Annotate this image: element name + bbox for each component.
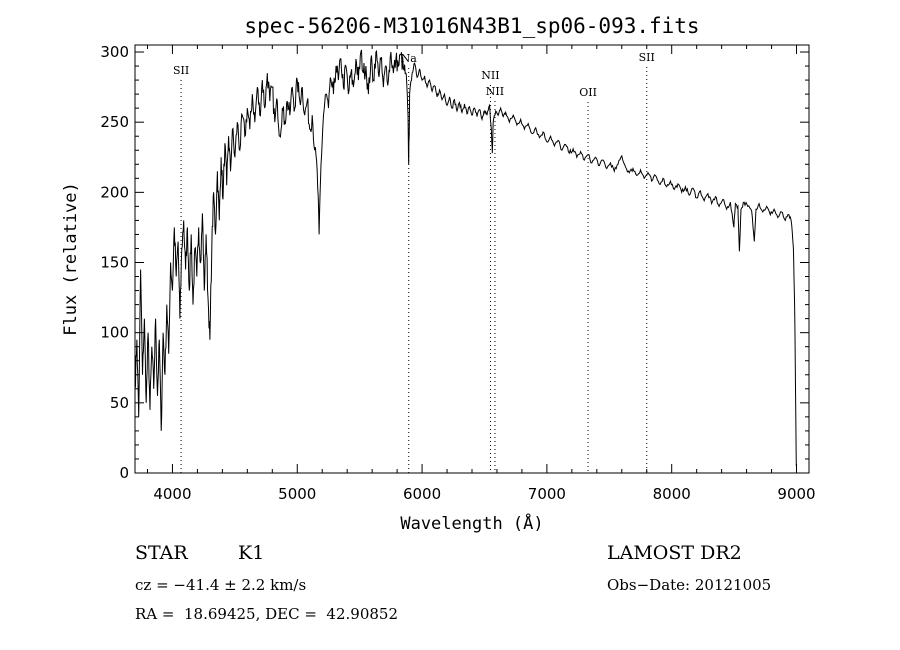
line-marker-label: OII (579, 86, 597, 99)
redshift-readout: cz = −41.4 ± 2.2 km/s (135, 576, 307, 594)
x-tick-label: 9000 (777, 485, 815, 503)
line-marker-label: NII (486, 85, 504, 98)
series-line-flux (134, 49, 797, 467)
y-tick-label: 50 (110, 394, 129, 412)
coordinates-readout: RA = 18.69425, DEC = 42.90852 (135, 605, 399, 623)
x-tick-label: 5000 (278, 485, 316, 503)
line-marker-label: NII (481, 69, 499, 82)
y-axis-label: Flux (relative) (61, 182, 81, 336)
y-tick-label: 100 (100, 324, 129, 342)
y-tick-label: 300 (100, 43, 129, 61)
x-axis-label: Wavelength (Å) (400, 512, 543, 534)
x-tick-label: 8000 (653, 485, 691, 503)
x-tick-label: 6000 (403, 485, 441, 503)
x-tick-label: 7000 (528, 485, 566, 503)
emission-line-markers: SII Na NII NII OII SII (173, 51, 655, 473)
axis-ticks: 4000 5000 6000 7000 8000 9000 0 50 100 150 200 250 3… (100, 43, 815, 503)
y-tick-label: 200 (100, 183, 129, 201)
line-marker-label: SII (173, 64, 189, 77)
y-tick-label: 250 (100, 113, 129, 131)
object-subclass: K1 (238, 542, 265, 564)
x-tick-label: 4000 (153, 485, 191, 503)
chart-title: spec-56206-M31016N43B1_sp06-093.fits (244, 14, 699, 38)
line-marker-label: Na (401, 52, 418, 65)
survey-name: LAMOST DR2 (607, 542, 742, 564)
y-tick-label: 150 (100, 254, 129, 272)
plot-frame (134, 44, 810, 474)
y-tick-label: 0 (119, 464, 129, 482)
line-marker-label: SII (639, 51, 655, 64)
obs-date-readout: Obs−Date: 20121005 (607, 576, 772, 594)
object-class: STAR (135, 542, 188, 564)
